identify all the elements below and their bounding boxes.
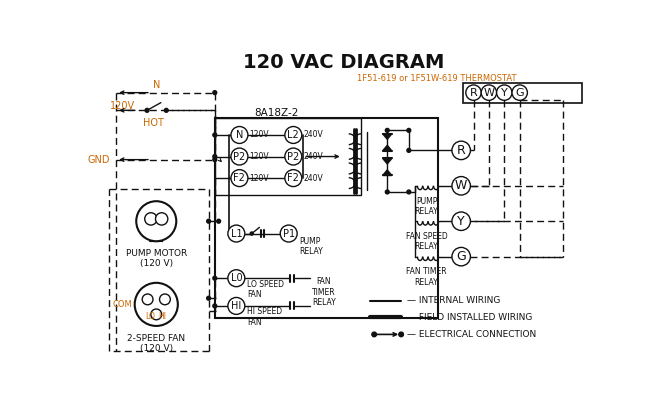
Circle shape — [231, 127, 248, 143]
Polygon shape — [383, 134, 392, 139]
Circle shape — [285, 170, 302, 186]
Text: FAN
TIMER
RELAY: FAN TIMER RELAY — [312, 277, 336, 307]
Circle shape — [452, 212, 470, 230]
Circle shape — [145, 213, 157, 225]
Text: HI: HI — [158, 312, 166, 321]
Circle shape — [213, 155, 216, 158]
Text: PUMP
RELAY: PUMP RELAY — [415, 197, 438, 216]
Text: Y: Y — [501, 88, 508, 98]
Text: 240V: 240V — [304, 152, 323, 161]
Bar — [215, 118, 438, 318]
Circle shape — [142, 294, 153, 305]
Text: HI SPEED
FAN: HI SPEED FAN — [247, 308, 282, 327]
Bar — [215, 118, 361, 195]
Text: F2: F2 — [233, 173, 245, 183]
Circle shape — [145, 109, 149, 112]
Text: N: N — [153, 80, 161, 91]
Text: COM: COM — [113, 300, 133, 309]
Text: W: W — [484, 88, 494, 98]
Text: 120V: 120V — [249, 152, 269, 161]
Text: L0: L0 — [230, 273, 242, 283]
Circle shape — [213, 276, 216, 280]
Text: F2: F2 — [287, 173, 299, 183]
Text: R: R — [457, 144, 466, 157]
Circle shape — [228, 297, 245, 314]
Circle shape — [452, 176, 470, 195]
Circle shape — [135, 283, 178, 326]
Text: 120V: 120V — [110, 101, 135, 111]
Text: — ELECTRICAL CONNECTION: — ELECTRICAL CONNECTION — [407, 330, 537, 339]
Circle shape — [285, 127, 302, 143]
Text: 240V: 240V — [304, 173, 323, 183]
Circle shape — [164, 109, 168, 112]
Circle shape — [207, 219, 210, 223]
Circle shape — [385, 190, 389, 194]
Text: — FIELD INSTALLED WIRING: — FIELD INSTALLED WIRING — [407, 313, 533, 322]
Circle shape — [207, 296, 210, 300]
Circle shape — [285, 148, 302, 165]
Text: FAN TIMER
RELAY: FAN TIMER RELAY — [406, 267, 447, 287]
Circle shape — [512, 85, 527, 100]
Circle shape — [452, 141, 470, 160]
Text: R: R — [470, 88, 478, 98]
Text: 120V: 120V — [249, 173, 269, 183]
Text: 120 VAC DIAGRAM: 120 VAC DIAGRAM — [243, 53, 444, 72]
Circle shape — [151, 309, 161, 320]
Text: P2: P2 — [287, 152, 299, 162]
Circle shape — [228, 270, 245, 287]
Circle shape — [213, 158, 216, 162]
Polygon shape — [383, 145, 392, 151]
Text: G: G — [515, 88, 524, 98]
Circle shape — [155, 213, 168, 225]
Circle shape — [466, 85, 481, 100]
Circle shape — [481, 85, 496, 100]
Text: 1F51-619 or 1F51W-619 THERMOSTAT: 1F51-619 or 1F51W-619 THERMOSTAT — [357, 73, 517, 83]
Text: 8A18Z-2: 8A18Z-2 — [254, 108, 299, 118]
Text: 240V: 240V — [304, 130, 323, 140]
Circle shape — [159, 294, 170, 305]
Text: PUMP
RELAY: PUMP RELAY — [299, 237, 323, 256]
Circle shape — [407, 148, 411, 152]
Text: N: N — [236, 130, 243, 140]
Text: HI: HI — [231, 301, 241, 311]
Circle shape — [407, 190, 411, 194]
Circle shape — [399, 332, 403, 337]
Circle shape — [385, 129, 389, 132]
Text: P1: P1 — [283, 228, 295, 238]
Text: L1: L1 — [230, 228, 242, 238]
Circle shape — [231, 148, 248, 165]
Text: LO SPEED
FAN: LO SPEED FAN — [247, 280, 284, 299]
Circle shape — [496, 85, 512, 100]
Polygon shape — [383, 170, 392, 176]
Text: HOT: HOT — [143, 118, 163, 128]
Circle shape — [228, 225, 245, 242]
Circle shape — [250, 232, 253, 235]
Circle shape — [213, 304, 216, 308]
Bar — [463, 83, 582, 103]
Circle shape — [216, 219, 220, 223]
Text: FAN SPEED
RELAY: FAN SPEED RELAY — [405, 232, 448, 251]
Text: L2: L2 — [287, 130, 299, 140]
Text: W: W — [455, 179, 468, 192]
Text: P2: P2 — [233, 152, 245, 162]
Text: GND: GND — [88, 155, 110, 165]
Polygon shape — [383, 158, 392, 164]
Text: 120V: 120V — [249, 130, 269, 140]
Circle shape — [407, 129, 411, 132]
Text: — INTERNAL WIRING: — INTERNAL WIRING — [407, 296, 500, 305]
Text: G: G — [456, 250, 466, 263]
Circle shape — [452, 247, 470, 266]
Text: LO: LO — [145, 312, 155, 321]
Circle shape — [231, 170, 248, 186]
Text: 2-SPEED FAN
(120 V): 2-SPEED FAN (120 V) — [127, 334, 186, 353]
Circle shape — [213, 91, 216, 95]
Circle shape — [213, 133, 216, 137]
Text: Y: Y — [458, 215, 465, 228]
Text: PUMP MOTOR
(120 V): PUMP MOTOR (120 V) — [126, 249, 187, 268]
Circle shape — [372, 332, 377, 337]
Circle shape — [280, 225, 297, 242]
Circle shape — [136, 201, 176, 241]
